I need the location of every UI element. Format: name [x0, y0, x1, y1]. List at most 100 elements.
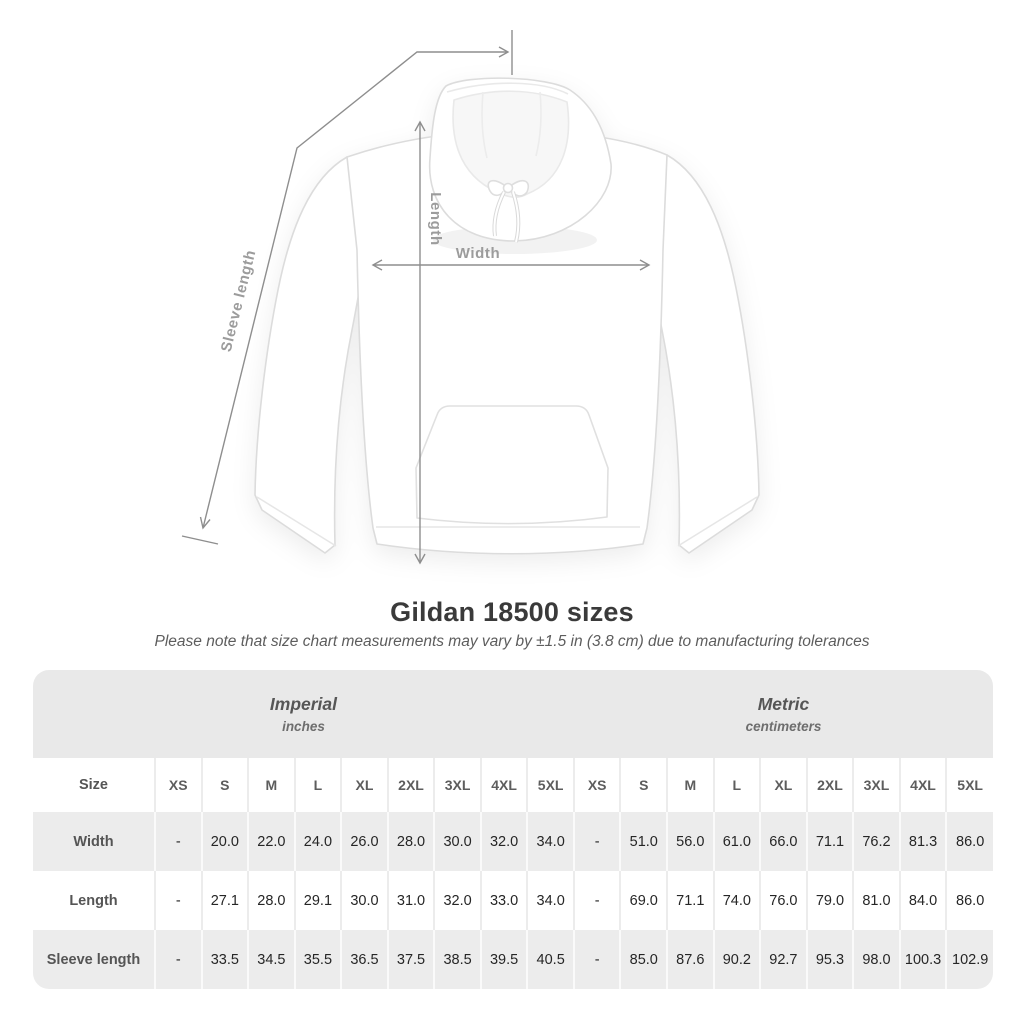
value-cell: 69.0	[619, 871, 668, 930]
size-chart-table: Imperial inches Metric centimeters Size …	[33, 670, 993, 989]
table-row: Sleeve length -33.5 34.5 35.5 36.5 37.5 38.5 39…	[33, 930, 993, 989]
value-cell: 71.1	[805, 812, 854, 871]
size-col-header: XS	[154, 758, 202, 812]
length-label: Length	[427, 192, 444, 246]
value-cell: 33.5	[200, 930, 249, 989]
size-col-header: L	[293, 758, 342, 812]
value-cell: 20.0	[200, 812, 249, 871]
value-cell: 66.0	[759, 812, 807, 871]
hood-fold-left	[481, 91, 488, 159]
value-cell: 74.0	[712, 871, 761, 930]
value-cell: 34.0	[526, 812, 574, 871]
sleeve-length-arrow	[181, 30, 513, 545]
value-cell: 37.5	[386, 930, 435, 989]
hood-fold-right	[535, 91, 542, 157]
size-col-header: 5XL	[945, 758, 993, 812]
value-cell: 40.5	[526, 930, 574, 989]
value-cell: 30.0	[433, 812, 481, 871]
imperial-unit: inches	[282, 719, 325, 734]
arrowhead-right-icon	[498, 46, 510, 58]
value-cell: 56.0	[666, 812, 714, 871]
right-cuff-seam	[677, 496, 758, 547]
arrowhead-right2-icon	[639, 259, 651, 271]
value-cell: -	[572, 930, 621, 989]
metric-unit: centimeters	[745, 719, 822, 734]
value-cell: 29.1	[293, 871, 342, 930]
arrowhead-down-icon	[414, 553, 426, 565]
size-col-header: 4XL	[898, 758, 947, 812]
size-col-header: S	[619, 758, 668, 812]
value-cell: -	[572, 812, 621, 871]
size-col-header: 4XL	[479, 758, 528, 812]
unit-group-row: Imperial inches Metric centimeters	[33, 670, 993, 758]
value-cell: 32.0	[479, 812, 528, 871]
size-col-header: 5XL	[526, 758, 574, 812]
value-cell: 39.5	[479, 930, 528, 989]
drawstrings	[492, 191, 521, 243]
size-col-header: L	[712, 758, 761, 812]
value-cell: -	[572, 871, 621, 930]
page-title: Gildan 18500 sizes	[390, 597, 634, 627]
width-label: Width	[456, 245, 501, 262]
value-cell: 92.7	[759, 930, 807, 989]
size-column-title: Size	[78, 777, 108, 793]
value-cell: 71.1	[666, 871, 714, 930]
size-header-row: Size XS S M L XL 2XL 3XL 4XL 5XL XS S M L XL 2XL 3XL 4XL…	[33, 758, 993, 812]
size-col-header: XL	[759, 758, 807, 812]
value-cell: 87.6	[666, 930, 714, 989]
value-cell: 100.3	[898, 930, 947, 989]
value-cell: 81.0	[852, 871, 900, 930]
size-col-header: M	[247, 758, 295, 812]
value-cell: 34.0	[526, 871, 574, 930]
hoodie-illustration	[254, 77, 760, 555]
table-row: Width -20.0 22.0 24.0 26.0 28.0 30.0 32.0 34.0-5…	[33, 812, 993, 871]
size-col-header: 2XL	[386, 758, 435, 812]
table-row: Length -27.1 28.0 29.1 30.0 31.0 32.0 33.0 34.0-…	[33, 871, 993, 930]
sleeve-end-tick	[181, 535, 219, 545]
size-col-header: 3XL	[852, 758, 900, 812]
width-arrow	[371, 259, 651, 271]
row-label: Sleeve length	[46, 951, 141, 968]
metric-group-header: Metric centimeters	[574, 670, 993, 758]
sleeve-length-label: Sleeve length	[218, 248, 260, 354]
row-label: Width	[73, 833, 114, 850]
value-cell: 79.0	[805, 871, 854, 930]
value-cell: 86.0	[945, 812, 993, 871]
value-cell: 22.0	[247, 812, 295, 871]
value-cell: 32.0	[433, 871, 481, 930]
imperial-label: Imperial	[269, 694, 338, 714]
arrowhead-downleft-icon	[199, 516, 211, 530]
value-cell: 95.3	[805, 930, 854, 989]
value-cell: 102.9	[945, 930, 993, 989]
length-arrow	[414, 120, 426, 565]
left-cuff-seam	[256, 496, 337, 547]
value-cell: 76.2	[852, 812, 900, 871]
value-cell: 28.0	[247, 871, 295, 930]
kangaroo-pocket	[415, 405, 609, 525]
value-cell: 38.5	[433, 930, 481, 989]
arrowhead-up-icon	[414, 120, 426, 132]
value-cell: 90.2	[712, 930, 761, 989]
value-cell: 84.0	[898, 871, 947, 930]
size-col-header: M	[666, 758, 714, 812]
value-cell: 35.5	[293, 930, 342, 989]
size-col-header: XS	[572, 758, 621, 812]
value-cell: 34.5	[247, 930, 295, 989]
metric-label: Metric	[757, 694, 810, 714]
value-cell: -	[154, 812, 202, 871]
size-col-header: XL	[340, 758, 388, 812]
value-cell: 33.0	[479, 871, 528, 930]
row-label: Length	[69, 892, 118, 909]
value-cell: 86.0	[945, 871, 993, 930]
size-col-header: 3XL	[433, 758, 481, 812]
hood-top-seam	[446, 82, 569, 95]
value-cell: -	[154, 871, 202, 930]
value-cell: 31.0	[386, 871, 435, 930]
size-table: Imperial inches Metric centimeters Size …	[33, 670, 993, 989]
value-cell: 30.0	[340, 871, 388, 930]
value-cell: 26.0	[340, 812, 388, 871]
value-cell: 61.0	[712, 812, 761, 871]
value-cell: 81.3	[898, 812, 947, 871]
value-cell: 51.0	[619, 812, 668, 871]
value-cell: 76.0	[759, 871, 807, 930]
